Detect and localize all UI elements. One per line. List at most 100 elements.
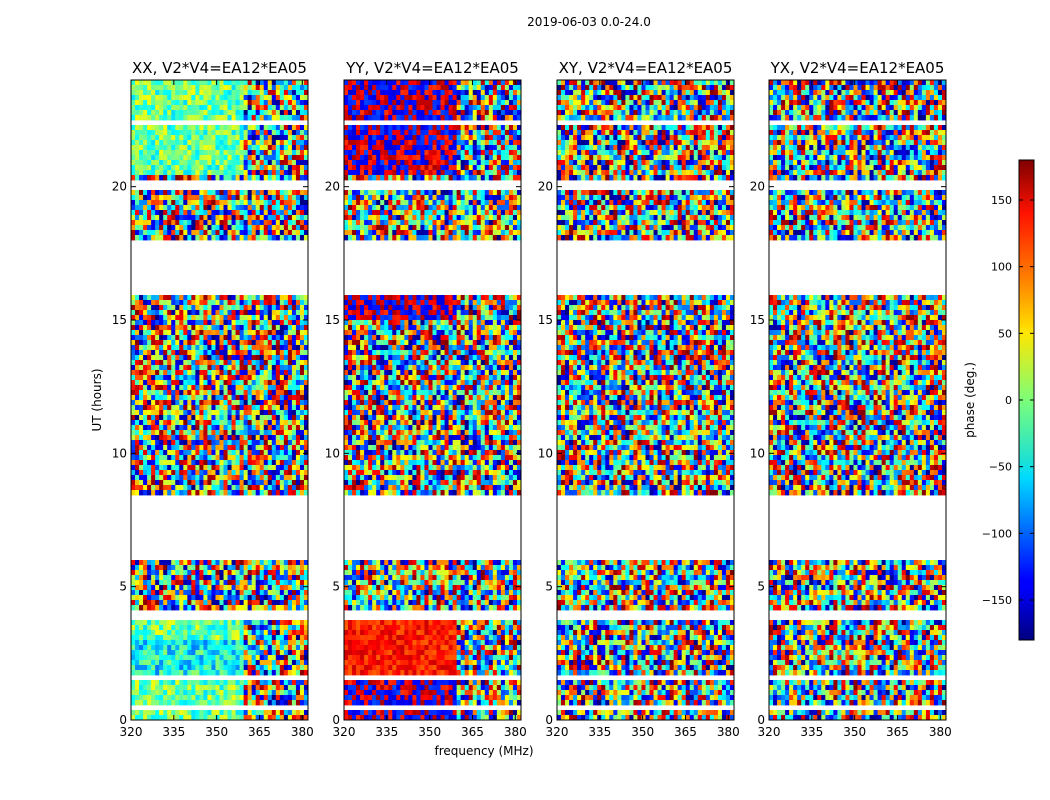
phase-cell — [199, 130, 203, 135]
phase-cell — [215, 170, 219, 175]
phase-cell — [248, 145, 252, 150]
phase-cell — [228, 400, 232, 405]
phase-cell — [228, 310, 232, 315]
phase-cell — [159, 315, 163, 320]
phase-cell — [268, 465, 272, 470]
phase-cell — [244, 125, 248, 130]
phase-cell — [244, 210, 248, 215]
phase-cell — [228, 160, 232, 165]
phase-cell — [264, 235, 268, 240]
phase-cell — [280, 305, 284, 310]
phase-cell — [151, 190, 155, 195]
phase-cell — [183, 450, 187, 455]
phase-cell — [232, 390, 236, 395]
phase-cell — [183, 210, 187, 215]
phase-cell — [296, 420, 300, 425]
phase-cell — [292, 200, 296, 205]
phase-cell — [159, 210, 163, 215]
phase-cell — [244, 175, 248, 180]
phase-cell — [187, 165, 191, 170]
phase-cell — [240, 315, 244, 320]
phase-cell — [232, 80, 236, 85]
phase-cell — [175, 295, 179, 300]
phase-cell — [139, 385, 143, 390]
phase-cell — [187, 330, 191, 335]
phase-cell — [167, 210, 171, 215]
phase-cell — [179, 200, 183, 205]
phase-cell — [147, 415, 151, 420]
phase-cell — [131, 135, 135, 140]
phase-cell — [276, 455, 280, 460]
phase-cell — [207, 235, 211, 240]
phase-cell — [187, 400, 191, 405]
phase-cell — [288, 350, 292, 355]
phase-cell — [244, 170, 248, 175]
phase-cell — [272, 410, 276, 415]
phase-cell — [272, 440, 276, 445]
phase-cell — [147, 235, 151, 240]
phase-cell — [260, 105, 264, 110]
phase-cell — [272, 395, 276, 400]
phase-cell — [300, 455, 304, 460]
phase-cell — [256, 350, 260, 355]
phase-cell — [135, 430, 139, 435]
phase-cell — [151, 370, 155, 375]
phase-cell — [228, 355, 232, 360]
phase-cell — [175, 190, 179, 195]
phase-cell — [207, 95, 211, 100]
phase-cell — [155, 395, 159, 400]
phase-cell — [187, 320, 191, 325]
phase-cell — [151, 145, 155, 150]
phase-cell — [268, 370, 272, 375]
phase-cell — [211, 310, 215, 315]
phase-cell — [211, 330, 215, 335]
phase-cell — [203, 135, 207, 140]
phase-cell — [135, 85, 139, 90]
phase-cell — [272, 415, 276, 420]
phase-cell — [159, 230, 163, 235]
phase-cell — [135, 200, 139, 205]
phase-cell — [195, 390, 199, 395]
phase-cell — [155, 345, 159, 350]
phase-cell — [195, 320, 199, 325]
phase-cell — [256, 440, 260, 445]
phase-cell — [163, 455, 167, 460]
phase-cell — [163, 195, 167, 200]
phase-cell — [187, 380, 191, 385]
phase-cell — [135, 235, 139, 240]
phase-cell — [183, 135, 187, 140]
phase-cell — [131, 430, 135, 435]
phase-cell — [232, 360, 236, 365]
phase-cell — [280, 455, 284, 460]
phase-cell — [135, 310, 139, 315]
phase-cell — [175, 395, 179, 400]
phase-cell — [224, 110, 228, 115]
phase-cell — [131, 130, 135, 135]
phase-cell — [183, 200, 187, 205]
phase-cell — [187, 80, 191, 85]
phase-cell — [159, 215, 163, 220]
phase-cell — [220, 295, 224, 300]
phase-cell — [167, 330, 171, 335]
phase-cell — [171, 430, 175, 435]
phase-cell — [232, 300, 236, 305]
phase-cell — [139, 215, 143, 220]
phase-cell — [191, 420, 195, 425]
phase-cell — [248, 385, 252, 390]
phase-cell — [207, 405, 211, 410]
figure: 2019-06-03 0.0-24.0 XX, V2*V4=EA12*EA053… — [0, 0, 1050, 800]
phase-cell — [252, 230, 256, 235]
phase-cell — [272, 95, 276, 100]
phase-cell — [135, 445, 139, 450]
phase-cell — [159, 385, 163, 390]
phase-cell — [207, 400, 211, 405]
phase-cell — [175, 305, 179, 310]
phase-cell — [256, 175, 260, 180]
phase-cell — [183, 460, 187, 465]
phase-cell — [175, 370, 179, 375]
phase-cell — [167, 350, 171, 355]
phase-cell — [276, 395, 280, 400]
phase-cell — [300, 165, 304, 170]
phase-cell — [175, 160, 179, 165]
phase-cell — [191, 310, 195, 315]
